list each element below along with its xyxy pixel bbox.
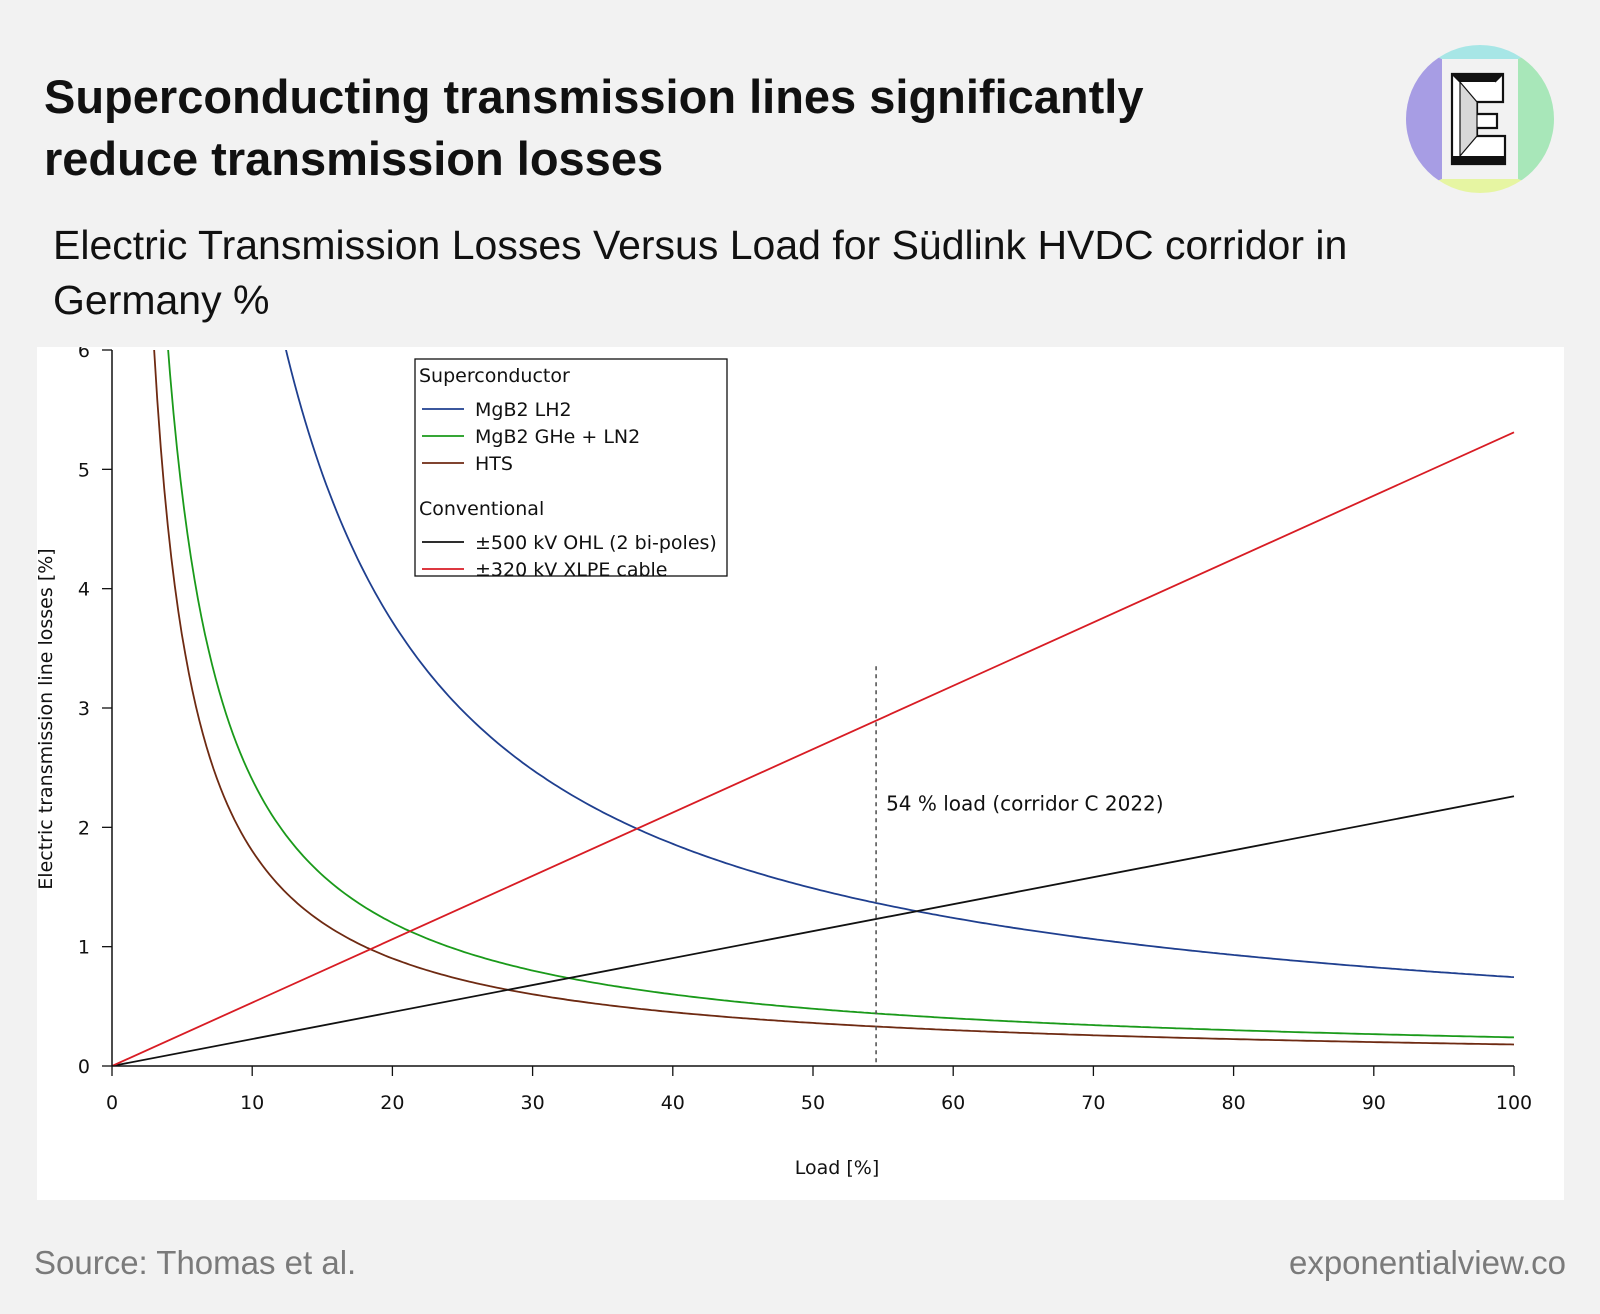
y-tick-label: 5	[78, 459, 90, 481]
series-line-2	[153, 350, 1514, 1046]
legend-entry-1: MgB2 GHe + LN2	[475, 426, 640, 448]
x-tick-label: 90	[1362, 1092, 1386, 1114]
x-tick-label: 100	[1496, 1092, 1532, 1114]
series-line-1	[167, 350, 1515, 1039]
x-tick-label: 30	[521, 1092, 545, 1114]
x-tick-label: 40	[661, 1092, 685, 1114]
legend-group-superconductor: Superconductor	[419, 365, 570, 387]
legend-entry-3: ±500 kV OHL (2 bi-poles)	[475, 532, 717, 554]
chart-subtitle: Electric Transmission Losses Versus Load…	[53, 222, 1348, 323]
x-tick-label: 20	[380, 1092, 404, 1114]
y-tick-label: 1	[78, 937, 90, 959]
y-tick-label: 6	[78, 347, 90, 362]
x-tick-label: 60	[941, 1092, 965, 1114]
legend-box	[414, 358, 728, 577]
y-tick-label: 4	[78, 579, 90, 601]
y-tick-label: 0	[78, 1056, 90, 1078]
loss-vs-load-chart: 0 10 20 30 40 50 60 70 80 90 100 0 1 2 3 4 5 6 Load [%] Ele…	[37, 347, 1532, 1179]
series-line-3	[112, 795, 1515, 1066]
series-line-4	[112, 431, 1515, 1066]
legend-group-conventional: Conventional	[419, 498, 544, 520]
x-tick-label: 50	[801, 1092, 825, 1114]
y-axis-title: Electric transmission line losses [%]	[37, 548, 57, 889]
x-tick-label: 0	[106, 1092, 118, 1114]
series-line-0	[285, 350, 1515, 978]
legend-entry-0: MgB2 LH2	[475, 399, 572, 421]
legend-entry-2: HTS	[475, 453, 513, 475]
source-credit: Source: Thomas et al.	[34, 1244, 357, 1281]
legend-entry-4: ±320 kV XLPE cable	[475, 559, 668, 581]
y-tick-label: 2	[78, 817, 90, 839]
x-tick-label: 80	[1222, 1092, 1246, 1114]
page-title: Superconducting transmission lines signi…	[44, 70, 1144, 185]
exponential-view-logo-icon	[1406, 45, 1554, 193]
x-axis-title: Load [%]	[795, 1157, 880, 1179]
chart-panel: 0 10 20 30 40 50 60 70 80 90 100 0 1 2 3 4 5 6 Load [%] Ele…	[37, 347, 1564, 1200]
load-marker-label: 54 % load (corridor C 2022)	[886, 791, 1164, 815]
x-tick-label: 10	[240, 1092, 264, 1114]
site-url: exponentialview.co	[1288, 1244, 1566, 1281]
x-tick-label: 70	[1081, 1092, 1105, 1114]
y-tick-label: 3	[78, 698, 90, 720]
